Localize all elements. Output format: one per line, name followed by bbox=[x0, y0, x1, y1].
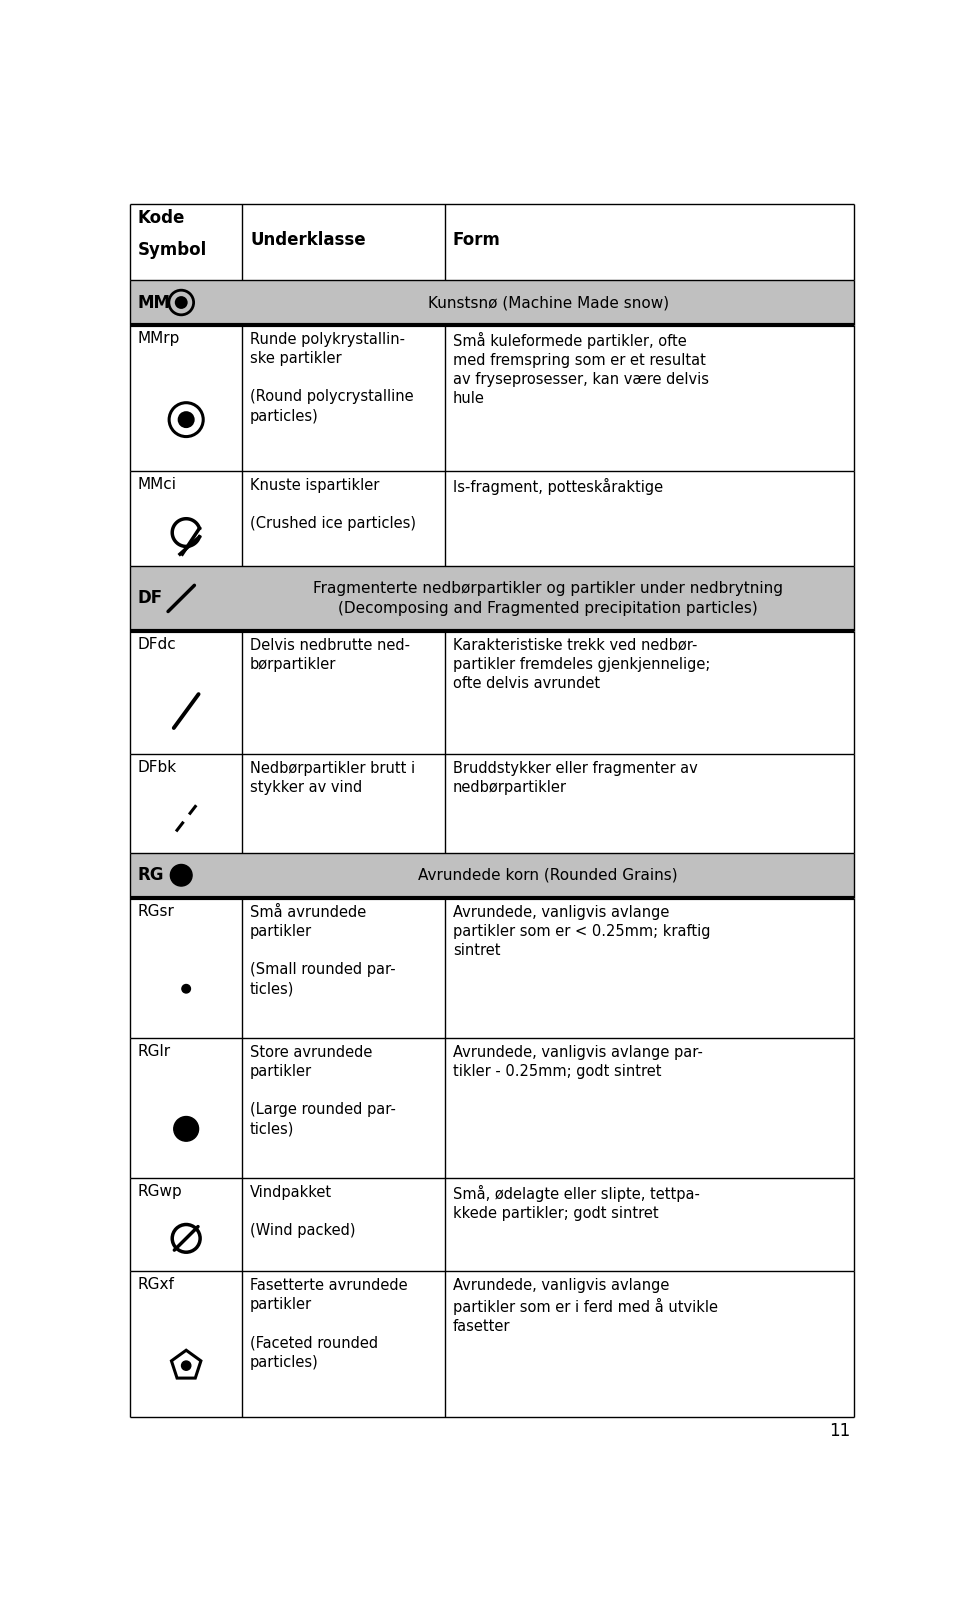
Text: DFbk: DFbk bbox=[138, 761, 177, 775]
Bar bbox=[130, 566, 854, 631]
Text: Avrundede, vanligvis avlange
partikler som er i ferd med å utvikle
fasetter: Avrundede, vanligvis avlange partikler s… bbox=[453, 1278, 718, 1333]
Bar bbox=[130, 631, 854, 754]
Text: Avrundede korn (Rounded Grains): Avrundede korn (Rounded Grains) bbox=[419, 868, 678, 882]
Text: RGsr: RGsr bbox=[138, 903, 175, 918]
Text: Store avrundede
partikler

(Large rounded par-
ticles): Store avrundede partikler (Large rounded… bbox=[250, 1045, 396, 1137]
Text: 11: 11 bbox=[828, 1422, 850, 1440]
Bar bbox=[130, 470, 854, 566]
Bar bbox=[130, 1038, 854, 1178]
Text: Kode: Kode bbox=[138, 209, 185, 227]
Text: MMrp: MMrp bbox=[138, 331, 180, 345]
Text: RGlr: RGlr bbox=[138, 1045, 171, 1059]
Text: DFdc: DFdc bbox=[138, 637, 177, 652]
Bar bbox=[130, 324, 854, 470]
Bar bbox=[130, 1272, 854, 1416]
Text: DF: DF bbox=[138, 589, 163, 607]
Circle shape bbox=[174, 1116, 199, 1142]
Text: Form: Form bbox=[453, 232, 500, 250]
Bar bbox=[130, 897, 854, 1038]
Circle shape bbox=[177, 297, 186, 308]
Bar bbox=[130, 754, 854, 853]
Circle shape bbox=[181, 1361, 191, 1371]
Text: Kunstsnø (Machine Made snow): Kunstsnø (Machine Made snow) bbox=[427, 295, 669, 310]
Text: RGxf: RGxf bbox=[138, 1277, 175, 1293]
Text: Vindpakket

(Wind packed): Vindpakket (Wind packed) bbox=[250, 1184, 355, 1238]
Circle shape bbox=[181, 985, 190, 993]
Text: Små, ødelagte eller slipte, tettpa-
kkede partikler; godt sintret: Små, ødelagte eller slipte, tettpa- kked… bbox=[453, 1184, 700, 1221]
Text: Små kuleformede partikler, ofte
med fremspring som er et resultat
av fryseproses: Små kuleformede partikler, ofte med frem… bbox=[453, 333, 708, 407]
Text: Fasetterte avrundede
partikler

(Faceted rounded
particles): Fasetterte avrundede partikler (Faceted … bbox=[250, 1278, 408, 1369]
Bar bbox=[130, 1178, 854, 1272]
Text: Bruddstykker eller fragmenter av
nedbørpartikler: Bruddstykker eller fragmenter av nedbørp… bbox=[453, 761, 698, 795]
Text: RGwp: RGwp bbox=[138, 1184, 182, 1199]
Text: Delvis nedbrutte ned-
børpartikler: Delvis nedbrutte ned- børpartikler bbox=[250, 637, 410, 672]
Text: Runde polykrystallin-
ske partikler

(Round polycrystalline
particles): Runde polykrystallin- ske partikler (Rou… bbox=[250, 333, 414, 423]
Text: RG: RG bbox=[138, 866, 164, 884]
Text: Avrundede, vanligvis avlange par-
tikler - 0.25mm; godt sintret: Avrundede, vanligvis avlange par- tikler… bbox=[453, 1045, 703, 1079]
Bar bbox=[130, 204, 854, 281]
Text: Fragmenterte nedbørpartikler og partikler under nedbrytning
(Decomposing and Fra: Fragmenterte nedbørpartikler og partikle… bbox=[313, 581, 783, 615]
Text: MM: MM bbox=[138, 294, 171, 311]
Text: Små avrundede
partikler

(Small rounded par-
ticles): Små avrundede partikler (Small rounded p… bbox=[250, 905, 396, 996]
Circle shape bbox=[170, 865, 192, 886]
Text: Underklasse: Underklasse bbox=[250, 232, 366, 250]
Circle shape bbox=[180, 412, 193, 427]
Text: Avrundede, vanligvis avlange
partikler som er < 0.25mm; kraftig
sintret: Avrundede, vanligvis avlange partikler s… bbox=[453, 905, 710, 959]
Bar bbox=[130, 281, 854, 324]
Text: Knuste ispartikler

(Crushed ice particles): Knuste ispartikler (Crushed ice particle… bbox=[250, 477, 416, 530]
Bar bbox=[130, 853, 854, 897]
Text: MMci: MMci bbox=[138, 477, 177, 491]
Text: Symbol: Symbol bbox=[138, 242, 207, 260]
Text: Karakteristiske trekk ved nedbør-
partikler fremdeles gjenkjennelige;
ofte delvi: Karakteristiske trekk ved nedbør- partik… bbox=[453, 637, 710, 691]
Text: Nedbørpartikler brutt i
stykker av vind: Nedbørpartikler brutt i stykker av vind bbox=[250, 761, 415, 795]
Text: Is-fragment, potteskåraktige: Is-fragment, potteskåraktige bbox=[453, 477, 662, 495]
